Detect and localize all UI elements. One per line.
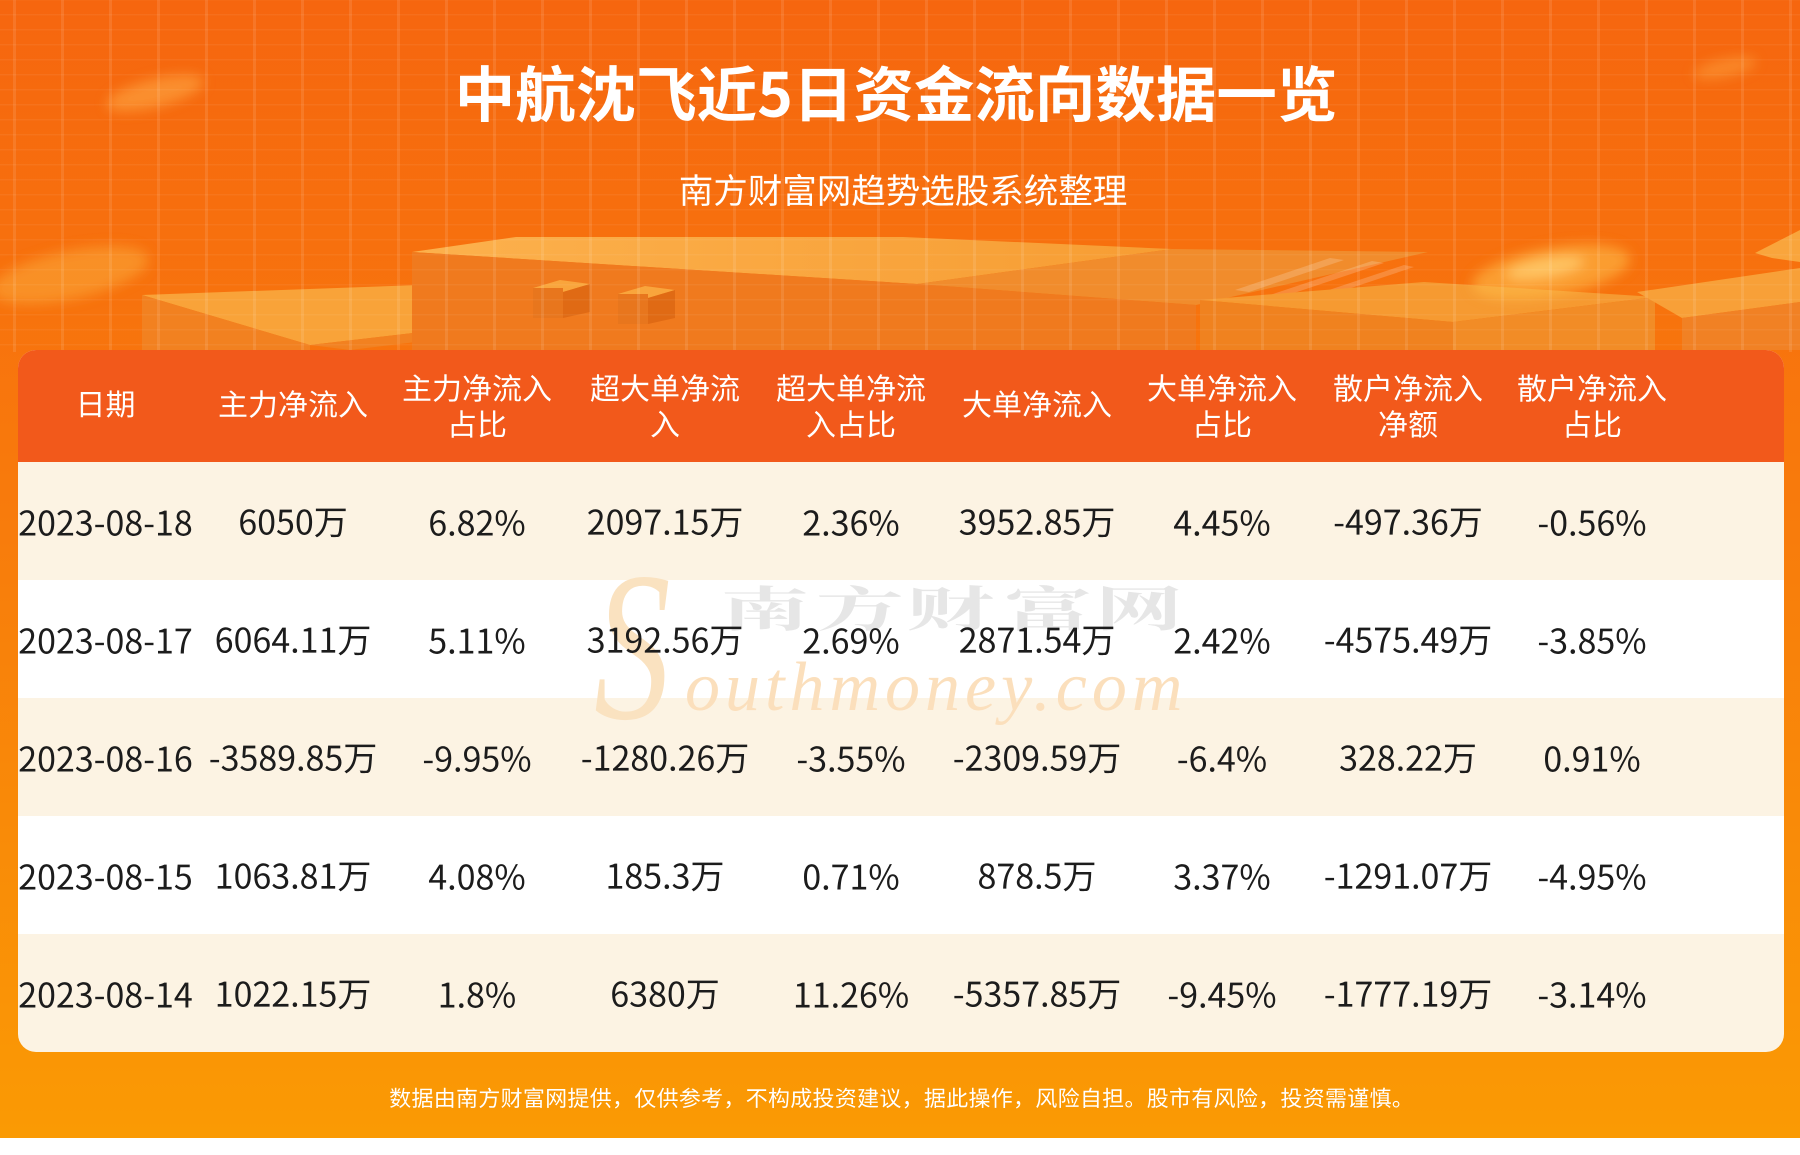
svg-text:S: S bbox=[594, 530, 671, 765]
svg-text:outhmoney.com: outhmoney.com bbox=[685, 649, 1187, 726]
